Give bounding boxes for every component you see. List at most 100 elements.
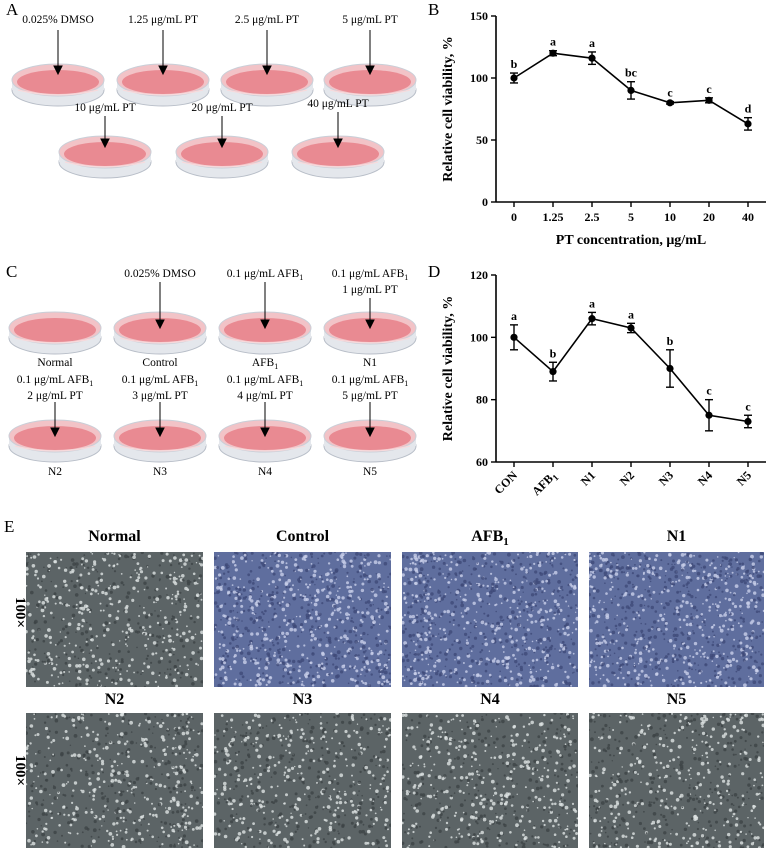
cell [419, 555, 422, 559]
cell [544, 679, 548, 683]
cell [138, 605, 141, 607]
cell [420, 653, 424, 656]
cell [644, 589, 646, 591]
cell [148, 625, 152, 628]
cell [317, 557, 319, 560]
cell [595, 620, 599, 624]
cell [92, 798, 95, 801]
cell [150, 778, 152, 781]
cell [134, 685, 137, 687]
cell [628, 593, 631, 596]
cell [591, 681, 595, 685]
cell [363, 665, 366, 669]
cell [598, 601, 601, 604]
cell [596, 552, 600, 555]
cell [189, 794, 193, 798]
cell [249, 679, 252, 682]
cell [310, 725, 315, 730]
cell [33, 639, 36, 642]
data-point [588, 315, 596, 323]
cell [103, 804, 107, 808]
cell [237, 774, 241, 777]
cell [265, 800, 269, 804]
cell [200, 722, 203, 726]
cell [511, 646, 513, 649]
cell [349, 562, 352, 565]
cell [365, 814, 368, 817]
cell [553, 589, 556, 592]
cell [416, 633, 421, 638]
cell [157, 635, 162, 639]
cell [182, 644, 185, 648]
cell [552, 663, 554, 665]
cell [284, 645, 287, 648]
micrograph-normal [26, 552, 203, 687]
cell [222, 643, 226, 647]
cell [719, 570, 723, 573]
cell [357, 780, 362, 785]
cell [542, 648, 546, 652]
cell [434, 745, 439, 750]
cell [351, 646, 354, 649]
cell [341, 655, 344, 658]
cell [306, 609, 310, 613]
cell [235, 813, 238, 815]
cell [625, 573, 629, 577]
cell [29, 657, 33, 661]
cell [414, 653, 417, 656]
cell [535, 677, 540, 681]
cell [322, 808, 324, 811]
cell [199, 787, 202, 789]
cell [761, 662, 764, 666]
cell [189, 581, 192, 583]
cell [86, 668, 90, 672]
cell [658, 566, 663, 571]
cell [498, 678, 502, 683]
cell [235, 819, 239, 822]
cell [293, 628, 297, 632]
cell [606, 568, 610, 572]
cell [104, 685, 106, 687]
cell [185, 731, 190, 735]
cell [193, 620, 196, 624]
cell [742, 647, 746, 651]
cell [410, 639, 413, 642]
cell [714, 595, 718, 599]
cell [231, 807, 234, 811]
cell [342, 564, 347, 569]
cell [164, 748, 166, 751]
cell [593, 571, 596, 574]
cell [628, 606, 631, 610]
cell [94, 737, 99, 742]
cell [509, 623, 512, 625]
cell [407, 578, 409, 580]
cell [90, 810, 94, 814]
cell [357, 742, 361, 747]
cell [93, 747, 96, 751]
cell [504, 676, 507, 679]
cell [84, 772, 89, 777]
cell [109, 585, 112, 587]
cell [86, 733, 90, 737]
cell [721, 556, 724, 559]
cell [447, 581, 450, 584]
cell [174, 734, 177, 736]
cell [726, 577, 728, 580]
cell [703, 655, 706, 658]
cell [366, 746, 370, 749]
cell [265, 657, 270, 662]
cell [295, 615, 298, 618]
cell [545, 579, 549, 583]
cell [759, 555, 763, 559]
cell [668, 639, 673, 643]
cell [44, 589, 48, 592]
cell [360, 634, 362, 637]
cell [389, 606, 391, 610]
cell [411, 614, 415, 619]
cell [357, 794, 359, 796]
cell [437, 572, 442, 576]
cell [331, 584, 335, 588]
cell [199, 574, 203, 578]
cell [264, 562, 267, 565]
cell [677, 670, 679, 672]
